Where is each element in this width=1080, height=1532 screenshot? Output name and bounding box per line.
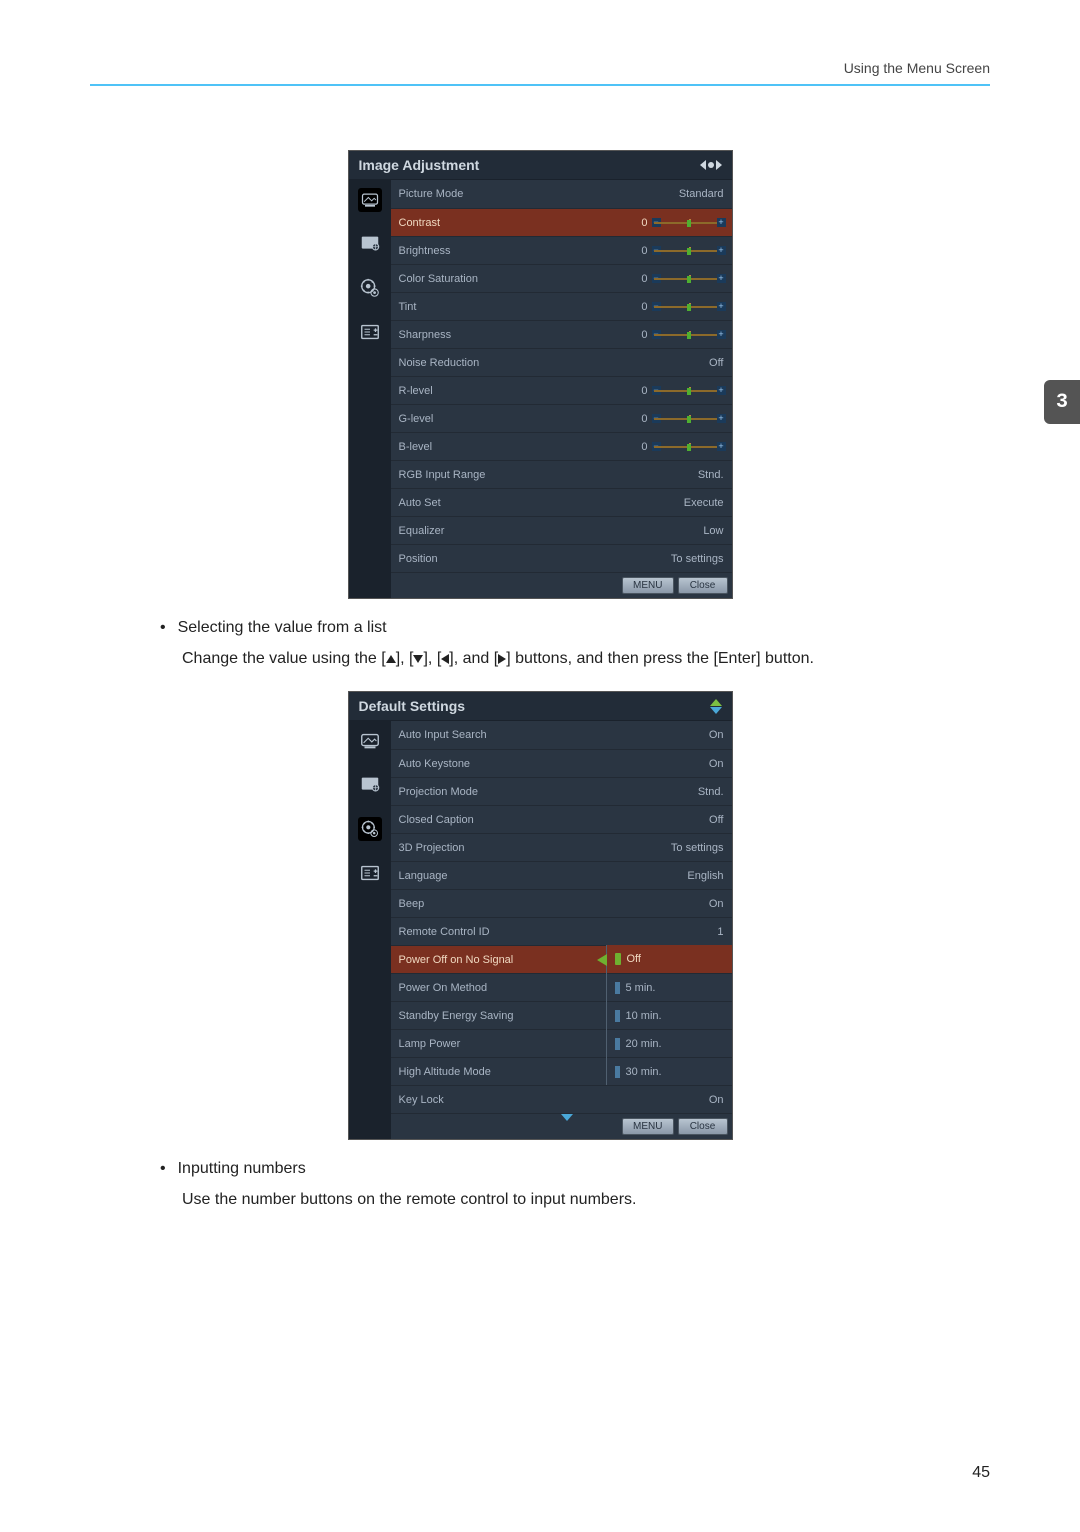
menu-row-contrast[interactable]: Contrast 0 −+ — [391, 208, 732, 236]
menu-row-b-level[interactable]: B-level 0 −+ — [391, 432, 732, 460]
menu-title-text: Image Adjustment — [359, 157, 480, 173]
option-mark-icon — [615, 1066, 620, 1078]
right-arrow-icon — [498, 654, 506, 664]
bullet-title-2: Inputting numbers — [178, 1160, 990, 1178]
slider-g-level[interactable]: −+ — [654, 413, 724, 425]
bullet-dot: • — [160, 619, 166, 637]
popup-option-10min[interactable]: 10 min. — [607, 1001, 732, 1029]
menu-footer: MENU Close — [391, 572, 732, 598]
title-nav-icon-2 — [710, 699, 722, 714]
up-arrow-icon — [386, 655, 396, 663]
popup-option-30min[interactable]: 30 min. — [607, 1057, 732, 1085]
menu-row-noise-reduction[interactable]: Noise Reduction Off — [391, 348, 732, 376]
option-mark-icon — [615, 982, 620, 994]
menu-row-rgb-input-range[interactable]: RGB Input Range Stnd. — [391, 460, 732, 488]
footer-close-button-2[interactable]: Close — [678, 1118, 728, 1135]
popup-power-off-options: Off 5 min. 10 min. — [606, 945, 732, 1085]
menu-row-brightness[interactable]: Brightness 0 −+ — [391, 236, 732, 264]
bullet-title: Selecting the value from a list — [178, 619, 990, 637]
menu-sidebar — [349, 180, 391, 598]
bullet-selecting-value: • Selecting the value from a list Change… — [160, 619, 990, 671]
screenshot-default-settings: Default Settings — [90, 691, 990, 1140]
menu-title-bar-2: Default Settings — [349, 692, 732, 721]
menu-row-auto-input[interactable]: Auto Input Search On — [391, 721, 732, 749]
menu-row-position[interactable]: Position To settings — [391, 544, 732, 572]
option-mark-icon — [615, 1038, 620, 1050]
slider-color-saturation[interactable]: −+ — [654, 273, 724, 285]
menu-footer-2: MENU Close — [391, 1113, 732, 1139]
slider-tint[interactable]: −+ — [654, 301, 724, 313]
sidebar-display-icon-2[interactable] — [358, 773, 382, 797]
menu-row-auto-set[interactable]: Auto Set Execute — [391, 488, 732, 516]
menu-list-2: Auto Input Search On Auto Keystone On Pr… — [391, 721, 732, 1139]
page-number: 45 — [972, 1464, 990, 1482]
chapter-tab: 3 — [1044, 380, 1080, 424]
menu-row-projection-mode[interactable]: Projection Mode Stnd. — [391, 777, 732, 805]
bullet-inputting-numbers: • Inputting numbers Use the number butto… — [160, 1160, 990, 1212]
checkmark-icon — [615, 953, 621, 965]
menu-title-text-2: Default Settings — [359, 698, 466, 714]
bullet-sub: Change the value using the [], [], [], a… — [182, 647, 990, 671]
bullet-dot: • — [160, 1160, 166, 1178]
popup-arrow-icon — [597, 954, 607, 966]
popup-option-5min[interactable]: 5 min. — [607, 973, 732, 1001]
menu-row-g-level[interactable]: G-level 0 −+ — [391, 404, 732, 432]
option-mark-icon — [615, 1010, 620, 1022]
menu-row-color-saturation[interactable]: Color Saturation 0 −+ — [391, 264, 732, 292]
bullet-sub-2: Use the number buttons on the remote con… — [182, 1188, 990, 1212]
menu-row-beep[interactable]: Beep On — [391, 889, 732, 917]
header-section-title: Using the Menu Screen — [844, 60, 990, 76]
menu-row-remote-id[interactable]: Remote Control ID 1 — [391, 917, 732, 945]
menu-row-equalizer[interactable]: Equalizer Low — [391, 516, 732, 544]
menu-row-r-level[interactable]: R-level 0 −+ — [391, 376, 732, 404]
menu-row-closed-caption[interactable]: Closed Caption Off — [391, 805, 732, 833]
menu-row-tint[interactable]: Tint 0 −+ — [391, 292, 732, 320]
footer-down-icon — [561, 1114, 573, 1121]
sidebar-input-icon[interactable] — [358, 320, 382, 344]
slider-sharpness[interactable]: −+ — [654, 329, 724, 341]
sidebar-image-icon-2[interactable] — [358, 729, 382, 753]
title-nav-icon — [700, 160, 722, 170]
footer-menu-button-2[interactable]: MENU — [622, 1118, 673, 1135]
down-arrow-icon — [413, 655, 423, 663]
menu-row-picture-mode[interactable]: Picture Mode Standard — [391, 180, 732, 208]
sidebar-settings-icon-2[interactable] — [358, 817, 382, 841]
footer-close-button[interactable]: Close — [678, 577, 728, 594]
menu-row-auto-keystone[interactable]: Auto Keystone On — [391, 749, 732, 777]
menu-title-bar: Image Adjustment — [349, 151, 732, 180]
slider-contrast[interactable]: −+ — [654, 217, 724, 229]
footer-menu-button[interactable]: MENU — [622, 577, 673, 594]
slider-b-level[interactable]: −+ — [654, 441, 724, 453]
popup-option-20min[interactable]: 20 min. — [607, 1029, 732, 1057]
menu-row-language[interactable]: Language English — [391, 861, 732, 889]
popup-option-off[interactable]: Off — [607, 945, 732, 973]
sidebar-display-icon[interactable] — [358, 232, 382, 256]
menu-list: Picture Mode Standard Contrast 0 −+ Brig… — [391, 180, 732, 598]
menu-row-key-lock[interactable]: Key Lock On — [391, 1085, 732, 1113]
menu-row-3d-projection[interactable]: 3D Projection To settings — [391, 833, 732, 861]
sidebar-settings-icon[interactable] — [358, 276, 382, 300]
menu-sidebar-2 — [349, 721, 391, 1139]
screenshot-image-adjustment: Image Adjustment — [90, 150, 990, 599]
page-header: Using the Menu Screen — [90, 60, 990, 86]
sidebar-image-icon[interactable] — [358, 188, 382, 212]
sidebar-input-icon-2[interactable] — [358, 861, 382, 885]
menu-row-sharpness[interactable]: Sharpness 0 −+ — [391, 320, 732, 348]
slider-r-level[interactable]: −+ — [654, 385, 724, 397]
slider-brightness[interactable]: −+ — [654, 245, 724, 257]
